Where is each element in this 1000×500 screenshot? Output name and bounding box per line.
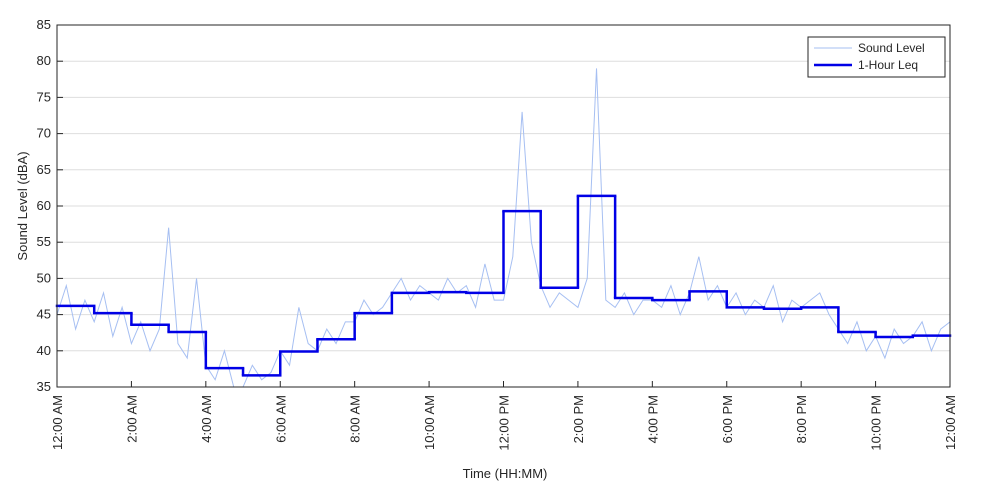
y-tick-label: 85 [37,17,51,32]
plot-frame [56,24,951,388]
y-tick-label: 45 [37,307,51,322]
x-tick-label: 4:00 PM [645,395,660,443]
y-tick-label: 70 [37,126,51,141]
x-axis-label: Time (HH:MM) [463,466,548,481]
y-tick-label: 50 [37,270,51,285]
y-axis-label: Sound Level (dBA) [15,151,30,260]
y-tick-label: 80 [37,53,51,68]
legend-label: 1-Hour Leq [858,58,918,72]
x-tick-label: 10:00 AM [422,395,437,450]
x-tick-label: 2:00 AM [124,395,139,443]
x-tick-label: 6:00 AM [273,395,288,443]
x-tick-label: 12:00 AM [50,395,65,450]
legend-box [807,36,946,78]
y-tick-label: 55 [37,234,51,249]
legend-label: Sound Level [858,41,925,55]
y-tick-label: 40 [37,343,51,358]
y-tick-label: 35 [37,379,51,394]
x-tick-label: 4:00 AM [199,395,214,443]
x-tick-label: 2:00 PM [571,395,586,443]
x-tick-label: 12:00 AM [943,395,958,450]
x-tick-label: 8:00 PM [794,395,809,443]
x-tick-label: 10:00 PM [869,395,884,451]
y-tick-label: 65 [37,162,51,177]
x-tick-label: 6:00 PM [720,395,735,443]
x-tick-label: 12:00 PM [497,395,512,451]
y-tick-label: 75 [37,89,51,104]
x-tick-label: 8:00 AM [348,395,363,443]
y-tick-label: 60 [37,198,51,213]
